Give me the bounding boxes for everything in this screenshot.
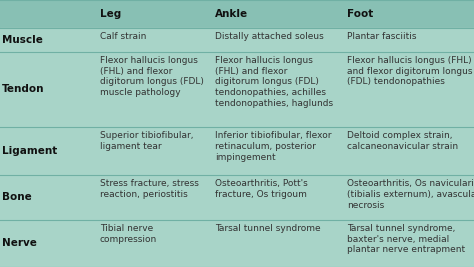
Bar <box>0 175 474 220</box>
Text: Leg: Leg <box>100 9 121 19</box>
Bar <box>0 220 474 267</box>
Text: Muscle: Muscle <box>2 35 43 45</box>
Text: Tarsal tunnel syndrome: Tarsal tunnel syndrome <box>215 224 320 233</box>
Text: Bone: Bone <box>2 193 32 202</box>
Bar <box>0 0 474 28</box>
Text: Tendon: Tendon <box>2 84 45 95</box>
Text: Ligament: Ligament <box>2 146 57 156</box>
Text: Plantar fasciitis: Plantar fasciitis <box>347 32 417 41</box>
Text: Ankle: Ankle <box>215 9 248 19</box>
Text: Tibial nerve
compression: Tibial nerve compression <box>100 224 157 244</box>
Text: Osteoarthritis, Os navicularis
(tibialis externum), avascular
necrosis: Osteoarthritis, Os navicularis (tibialis… <box>347 179 474 210</box>
Text: Calf strain: Calf strain <box>100 32 146 41</box>
Text: Distally attached soleus: Distally attached soleus <box>215 32 324 41</box>
Text: Osteoarthritis, Pott's
fracture, Os trigoum: Osteoarthritis, Pott's fracture, Os trig… <box>215 179 308 199</box>
Text: Superior tibiofibular,
ligament tear: Superior tibiofibular, ligament tear <box>100 131 193 151</box>
Text: Tarsal tunnel syndrome,
baxter's nerve, medial
plantar nerve entrapment: Tarsal tunnel syndrome, baxter's nerve, … <box>347 224 465 254</box>
Text: Flexor hallucis longus (FHL)
and flexor digitorum longus
(FDL) tendonopathies: Flexor hallucis longus (FHL) and flexor … <box>347 56 473 87</box>
Text: Inferior tibiofibular, flexor
retinaculum, posterior
impingement: Inferior tibiofibular, flexor retinaculu… <box>215 131 331 162</box>
Text: Nerve: Nerve <box>2 238 37 249</box>
Bar <box>0 127 474 175</box>
Bar <box>0 52 474 127</box>
Text: Foot: Foot <box>347 9 373 19</box>
Bar <box>0 28 474 52</box>
Text: Stress fracture, stress
reaction, periostitis: Stress fracture, stress reaction, perios… <box>100 179 199 199</box>
Text: Flexor hallucis longus
(FHL) and flexor
digitorum longus (FDL)
muscle pathology: Flexor hallucis longus (FHL) and flexor … <box>100 56 204 97</box>
Text: Deltoid complex strain,
calcaneonavicular strain: Deltoid complex strain, calcaneonavicula… <box>347 131 458 151</box>
Text: Flexor hallucis longus
(FHL) and flexor
digitorum longus (FDL)
tendonopathies, a: Flexor hallucis longus (FHL) and flexor … <box>215 56 333 108</box>
